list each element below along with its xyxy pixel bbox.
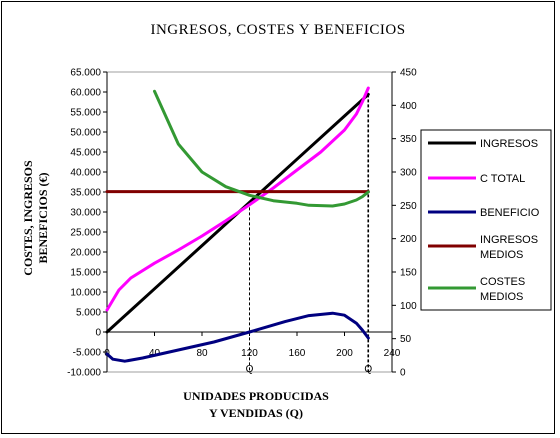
legend: INGRESOS C TOTAL BENEFICIO INGRESOS MEDIOS CO… — [420, 129, 552, 311]
y-left-tick-label: 40.000 — [70, 168, 101, 179]
y-left-tick-label: 45.000 — [70, 148, 101, 159]
y-left-tick-label: 10.000 — [70, 288, 101, 299]
x-tick-label: 40 — [149, 348, 161, 359]
x-axis-label: UNIDADES PRODUCIDAS Y VENDIDAS (Q) — [183, 389, 329, 420]
y-left-tick-label: -10.000 — [67, 368, 101, 379]
y-right-tick-label: 350 — [400, 134, 417, 145]
y-left-tick-label: 5.000 — [76, 308, 101, 319]
x-tick-label: 240 — [384, 348, 401, 359]
y-right-tick-label: 250 — [400, 201, 417, 212]
y-left-tick-label: 25.000 — [70, 228, 101, 239]
q-label: Q — [246, 364, 254, 375]
y-left-tick-label: 55.000 — [70, 108, 101, 119]
series-lines — [105, 86, 370, 363]
x-tick-label: 200 — [336, 348, 353, 359]
y-left-tick-label: 60.000 — [70, 88, 101, 99]
x-axis-label-line-1: UNIDADES PRODUCIDAS — [183, 389, 329, 403]
legend-box — [420, 129, 552, 311]
axes — [103, 71, 396, 373]
q-label: Q — [364, 364, 372, 375]
y-left-tick-label: 20.000 — [70, 248, 101, 259]
y-right-tick-label: 300 — [400, 168, 417, 179]
y-right-tick-label: 450 — [400, 68, 417, 79]
x-tick-label: 80 — [196, 348, 208, 359]
legend-label-3: BENEFICIO — [480, 207, 540, 219]
x-axis-label-line-2: Y VENDIDAS (Q) — [209, 406, 303, 420]
y-left-tick-label: 30.000 — [70, 208, 101, 219]
plot-area — [106, 71, 393, 373]
y-right-tick-label: 0 — [400, 368, 406, 379]
y-right-tick-label: 200 — [400, 234, 417, 245]
series-line-1 — [105, 92, 370, 334]
legend-label-5: COSTES — [480, 276, 525, 288]
y-left-tick-label: 15.000 — [70, 268, 101, 279]
tick-labels: 65.000 60.000 55.000 50.000 45.000 40.000 35.0… — [67, 68, 417, 379]
x-tick-label: 160 — [289, 348, 306, 359]
legend-label-5: MEDIOS — [480, 291, 523, 303]
y-axis-label: COSTES, INGRESOS BENEFICIOS (€) — [21, 160, 50, 276]
legend-label-1: INGRESOS — [480, 138, 538, 150]
series-line-3 — [105, 311, 370, 363]
series-line-5 — [153, 89, 370, 208]
legend-label-4: INGRESOS — [480, 234, 538, 246]
y-axis-label-line-1: COSTES, INGRESOS — [21, 160, 35, 276]
y-left-tick-label: 35.000 — [70, 188, 101, 199]
series-line-2 — [105, 86, 370, 312]
y-left-tick-label: -5.000 — [73, 348, 102, 359]
y-left-tick-label: 50.000 — [70, 128, 101, 139]
chart-title: INGRESOS, COSTES Y BENEFICIOS — [150, 22, 405, 38]
y-right-tick-label: 100 — [400, 301, 417, 312]
legend-label-2: C TOTAL — [480, 173, 525, 185]
y-left-tick-label: 65.000 — [70, 68, 101, 79]
y-axis-label-line-2: BENEFICIOS (€) — [36, 172, 50, 263]
y-right-tick-label: 400 — [400, 101, 417, 112]
y-right-tick-label: 150 — [400, 268, 417, 279]
y-right-tick-label: 50 — [400, 334, 412, 345]
legend-label-4: MEDIOS — [480, 249, 523, 261]
y-left-tick-label: 0 — [95, 328, 101, 339]
